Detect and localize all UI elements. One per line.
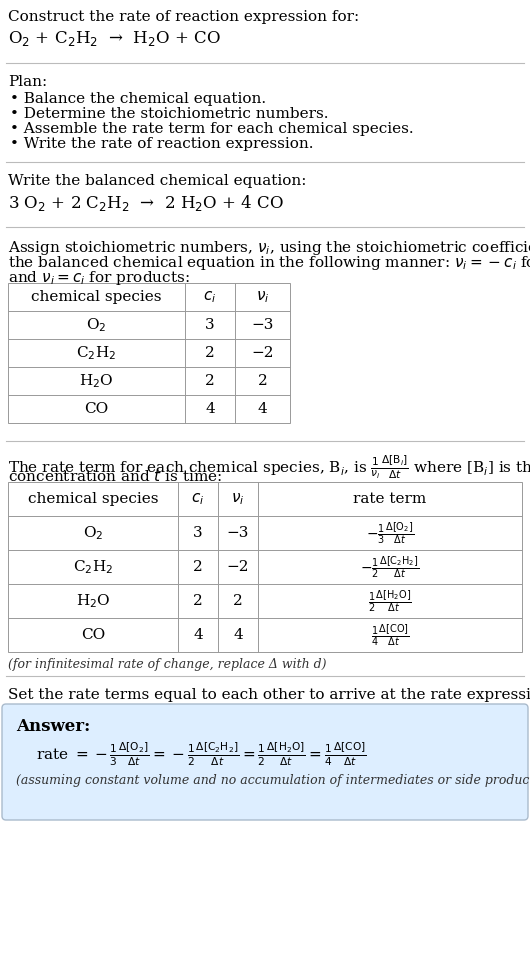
Text: • Balance the chemical equation.: • Balance the chemical equation. (10, 92, 266, 106)
Text: and $\nu_i = c_i$ for products:: and $\nu_i = c_i$ for products: (8, 269, 190, 287)
Text: 3 O$_2$ + 2 C$_2$H$_2$  →  2 H$_2$O + 4 CO: 3 O$_2$ + 2 C$_2$H$_2$ → 2 H$_2$O + 4 CO (8, 193, 284, 213)
Text: Plan:: Plan: (8, 75, 47, 89)
Text: concentration and $t$ is time:: concentration and $t$ is time: (8, 468, 222, 484)
Text: 2: 2 (193, 560, 203, 574)
Text: 2: 2 (193, 594, 203, 608)
Text: (assuming constant volume and no accumulation of intermediates or side products): (assuming constant volume and no accumul… (16, 774, 530, 787)
Text: $c_i$: $c_i$ (191, 491, 205, 507)
Text: 2: 2 (205, 374, 215, 388)
Text: Set the rate terms equal to each other to arrive at the rate expression:: Set the rate terms equal to each other t… (8, 688, 530, 702)
Text: −3: −3 (251, 318, 273, 332)
Text: $\frac{1}{2}\frac{\Delta[\mathrm{H}_2\mathrm{O}]}{\Delta t}$: $\frac{1}{2}\frac{\Delta[\mathrm{H}_2\ma… (368, 589, 412, 614)
Text: chemical species: chemical species (31, 290, 162, 304)
Text: $\frac{1}{4}\frac{\Delta[\mathrm{CO}]}{\Delta t}$: $\frac{1}{4}\frac{\Delta[\mathrm{CO}]}{\… (370, 622, 409, 648)
Text: $c_i$: $c_i$ (204, 289, 217, 305)
Text: 4: 4 (193, 628, 203, 642)
Text: $\nu_i$: $\nu_i$ (231, 491, 245, 507)
Text: rate $= -\frac{1}{3}\frac{\Delta[\mathrm{O}_2]}{\Delta t} = -\frac{1}{2}\frac{\D: rate $= -\frac{1}{3}\frac{\Delta[\mathrm… (36, 740, 367, 768)
Text: O$_2$: O$_2$ (86, 316, 107, 334)
Text: • Determine the stoichiometric numbers.: • Determine the stoichiometric numbers. (10, 107, 329, 121)
Text: $-\frac{1}{3}\frac{\Delta[\mathrm{O}_2]}{\Delta t}$: $-\frac{1}{3}\frac{\Delta[\mathrm{O}_2]}… (366, 520, 414, 546)
Text: H$_2$O: H$_2$O (76, 592, 110, 610)
Text: −3: −3 (227, 526, 249, 540)
Text: • Write the rate of reaction expression.: • Write the rate of reaction expression. (10, 137, 314, 151)
Text: 4: 4 (205, 402, 215, 416)
Text: the balanced chemical equation in the following manner: $\nu_i = -c_i$ for react: the balanced chemical equation in the fo… (8, 254, 530, 272)
Text: O$_2$ + C$_2$H$_2$  →  H$_2$O + CO: O$_2$ + C$_2$H$_2$ → H$_2$O + CO (8, 29, 220, 48)
Text: 2: 2 (233, 594, 243, 608)
Text: rate term: rate term (354, 492, 427, 506)
Text: (for infinitesimal rate of change, replace Δ with d): (for infinitesimal rate of change, repla… (8, 658, 326, 671)
Text: chemical species: chemical species (28, 492, 158, 506)
Text: 3: 3 (193, 526, 203, 540)
Text: • Assemble the rate term for each chemical species.: • Assemble the rate term for each chemic… (10, 122, 413, 136)
Text: H$_2$O: H$_2$O (80, 372, 114, 389)
FancyBboxPatch shape (2, 704, 528, 820)
Text: CO: CO (81, 628, 105, 642)
Bar (8, 482, 522, 652)
Text: CO: CO (84, 402, 109, 416)
Text: $\nu_i$: $\nu_i$ (256, 289, 269, 305)
Text: −2: −2 (227, 560, 249, 574)
Text: C$_2$H$_2$: C$_2$H$_2$ (76, 345, 117, 362)
Text: 4: 4 (258, 402, 267, 416)
Text: 3: 3 (205, 318, 215, 332)
Text: 4: 4 (233, 628, 243, 642)
Text: C$_2$H$_2$: C$_2$H$_2$ (73, 558, 113, 576)
Bar (8, 283, 290, 423)
Text: Construct the rate of reaction expression for:: Construct the rate of reaction expressio… (8, 10, 359, 24)
Text: $-\frac{1}{2}\frac{\Delta[\mathrm{C}_2\mathrm{H}_2]}{\Delta t}$: $-\frac{1}{2}\frac{\Delta[\mathrm{C}_2\m… (360, 554, 420, 580)
Text: 2: 2 (205, 346, 215, 360)
Text: The rate term for each chemical species, B$_i$, is $\frac{1}{\nu_i}\frac{\Delta[: The rate term for each chemical species,… (8, 453, 530, 480)
Text: O$_2$: O$_2$ (83, 524, 103, 542)
Text: −2: −2 (251, 346, 274, 360)
Text: 2: 2 (258, 374, 267, 388)
Text: Write the balanced chemical equation:: Write the balanced chemical equation: (8, 174, 306, 188)
Text: Answer:: Answer: (16, 718, 90, 735)
Text: Assign stoichiometric numbers, $\nu_i$, using the stoichiometric coefficients, $: Assign stoichiometric numbers, $\nu_i$, … (8, 239, 530, 257)
